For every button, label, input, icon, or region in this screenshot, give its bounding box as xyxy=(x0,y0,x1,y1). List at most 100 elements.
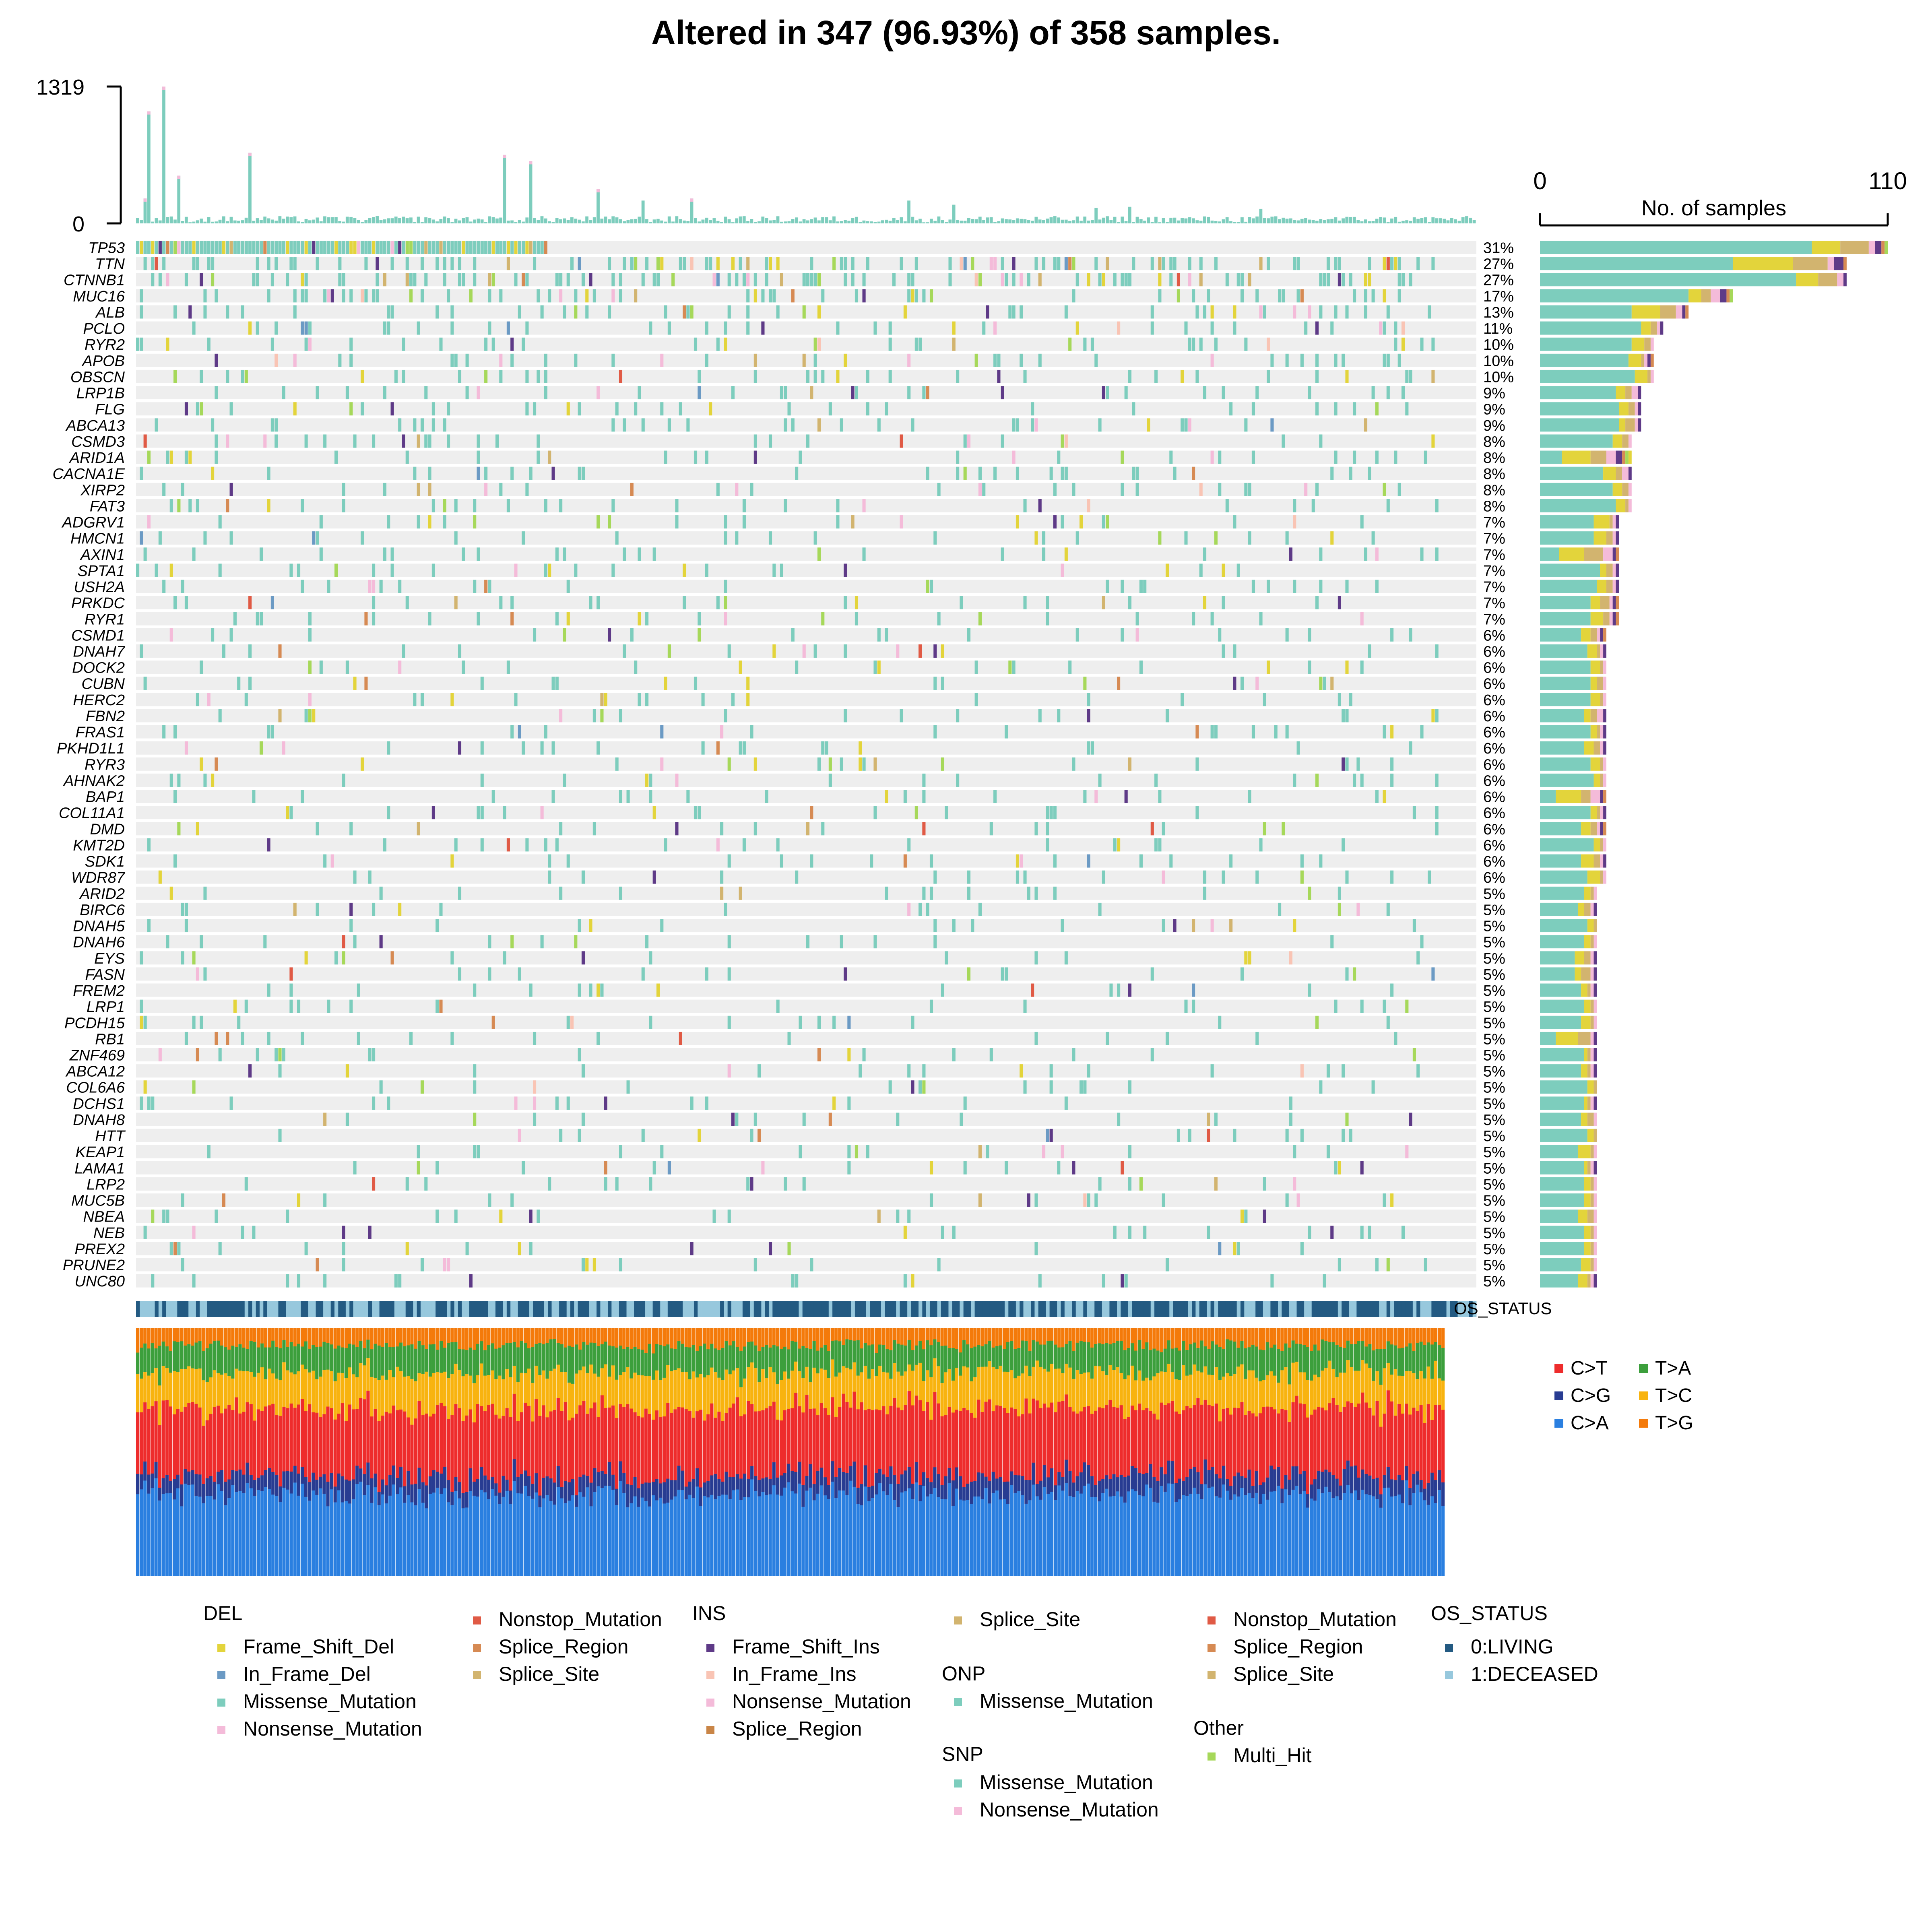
mutation-cell xyxy=(525,402,529,416)
mutation-cell xyxy=(436,919,439,933)
samples-bar-segment xyxy=(1540,289,1689,303)
os-status-cell xyxy=(1450,1301,1454,1317)
tmb-bar xyxy=(349,217,353,223)
mutation-cell xyxy=(477,806,480,819)
substitution-bar-segment xyxy=(224,1373,227,1409)
substitution-bar-segment xyxy=(1229,1486,1233,1500)
mutation-cell xyxy=(537,289,540,303)
mutation-cell xyxy=(431,806,435,819)
substitution-bar-segment xyxy=(279,1502,282,1576)
os-status-cell xyxy=(1386,1301,1391,1317)
os-status-cell xyxy=(1158,1301,1162,1317)
substitution-bar-segment xyxy=(1130,1466,1134,1490)
mutation-cell xyxy=(368,870,372,884)
substitution-bar-segment xyxy=(235,1368,238,1397)
substitution-bar-segment xyxy=(483,1475,487,1492)
mutation-cell xyxy=(570,1016,574,1029)
mutation-cell xyxy=(345,661,349,674)
samples-bar-segment xyxy=(1628,434,1632,448)
substitution-bar-segment xyxy=(161,1341,165,1366)
mutation-cell xyxy=(402,434,405,448)
tmb-barplot xyxy=(107,85,1476,225)
gene-label: USH2A xyxy=(74,579,125,596)
mutation-cell xyxy=(503,241,506,254)
substitution-bar-segment xyxy=(827,1328,831,1351)
os-status-cell xyxy=(1412,1301,1417,1317)
tmb-bar xyxy=(626,220,630,223)
os-status-cell xyxy=(147,1301,151,1317)
substitution-bar-segment xyxy=(337,1414,341,1474)
mutation-cell xyxy=(196,241,199,254)
substitution-bar-segment xyxy=(319,1328,322,1347)
mutation-cell xyxy=(1139,661,1143,674)
mutation-cell xyxy=(1150,822,1154,836)
mutation-cell xyxy=(1075,531,1079,545)
samples-bar-segment xyxy=(1628,450,1632,464)
os-status-cell xyxy=(810,1301,814,1317)
substitution-bar-segment xyxy=(487,1404,491,1480)
mutation-cell xyxy=(859,1064,862,1078)
substitution-bar-segment xyxy=(165,1475,169,1494)
os-status-cell xyxy=(1001,1301,1005,1317)
substitution-bar-segment xyxy=(1094,1365,1098,1411)
tmb-bar xyxy=(765,218,768,223)
substitution-bar-segment xyxy=(1061,1401,1065,1477)
tmb-bar xyxy=(484,222,487,223)
os-status-cell xyxy=(353,1301,357,1317)
mutation-cell xyxy=(525,241,529,254)
substitution-bar-segment xyxy=(1156,1328,1160,1351)
substitution-bar-segment xyxy=(1083,1462,1086,1486)
substitution-bar-segment xyxy=(202,1328,205,1351)
substitution-bar-segment xyxy=(1054,1485,1057,1500)
substitution-bar-segment xyxy=(944,1476,947,1500)
substitution-bar-segment xyxy=(1112,1495,1116,1576)
os-status-cell xyxy=(334,1301,339,1317)
samples-bar-segment xyxy=(1581,1113,1587,1126)
mutation-cell xyxy=(286,806,289,819)
mutation-cell xyxy=(1401,273,1405,287)
substitution-bar-segment xyxy=(249,1488,253,1576)
mutation-cell xyxy=(566,580,570,593)
mutation-cell xyxy=(810,854,813,868)
mutation-cell xyxy=(862,289,866,303)
mutation-cell xyxy=(503,951,506,965)
os-status-cell xyxy=(727,1301,732,1317)
mutation-cell xyxy=(495,241,499,254)
substitution-bar-segment xyxy=(1189,1344,1193,1375)
os-status-cell xyxy=(649,1301,653,1317)
substitution-bar-segment xyxy=(648,1376,652,1414)
substitution-bar-segment xyxy=(545,1378,549,1418)
tmb-bar xyxy=(312,219,315,223)
samples-bar-segment xyxy=(1603,757,1606,771)
mutation-cell xyxy=(638,693,641,706)
substitution-bar-segment xyxy=(220,1470,224,1491)
substitution-bar-segment xyxy=(348,1328,352,1344)
mutation-cell xyxy=(215,353,218,367)
substitution-bar-segment xyxy=(220,1413,224,1470)
substitution-bar-segment xyxy=(1317,1470,1321,1489)
substitution-bar-segment xyxy=(666,1328,670,1345)
tmb-bar xyxy=(690,198,694,223)
tmb-bar xyxy=(578,219,581,223)
substitution-bar-segment xyxy=(970,1503,973,1576)
mutation-cell xyxy=(222,644,226,658)
substitution-bar-segment xyxy=(666,1478,670,1503)
mutation-cell xyxy=(226,241,229,254)
gene-row-background xyxy=(136,547,1476,561)
gene-percent-label: 8% xyxy=(1483,433,1505,450)
os-status-cell xyxy=(1053,1301,1057,1317)
mutation-cell xyxy=(836,499,840,512)
mutation-cell xyxy=(919,1080,922,1094)
gene-percent-label: 5% xyxy=(1483,966,1505,983)
substitution-bar-segment xyxy=(980,1366,984,1412)
mutation-cell xyxy=(304,289,308,303)
percent-labels: 31%27%27%17%13%11%10%10%10%9%9%9%8%8%8%8… xyxy=(1483,240,1514,1290)
substitution-bar-segment xyxy=(1098,1343,1101,1366)
mutation-cell xyxy=(436,1161,439,1174)
tmb-bar xyxy=(795,217,798,223)
mutation-cell xyxy=(173,854,177,868)
substitution-bar-segment xyxy=(765,1477,768,1495)
mutation-cell xyxy=(739,257,742,270)
mutation-cell xyxy=(929,854,933,868)
substitution-bar-segment xyxy=(1134,1468,1138,1492)
